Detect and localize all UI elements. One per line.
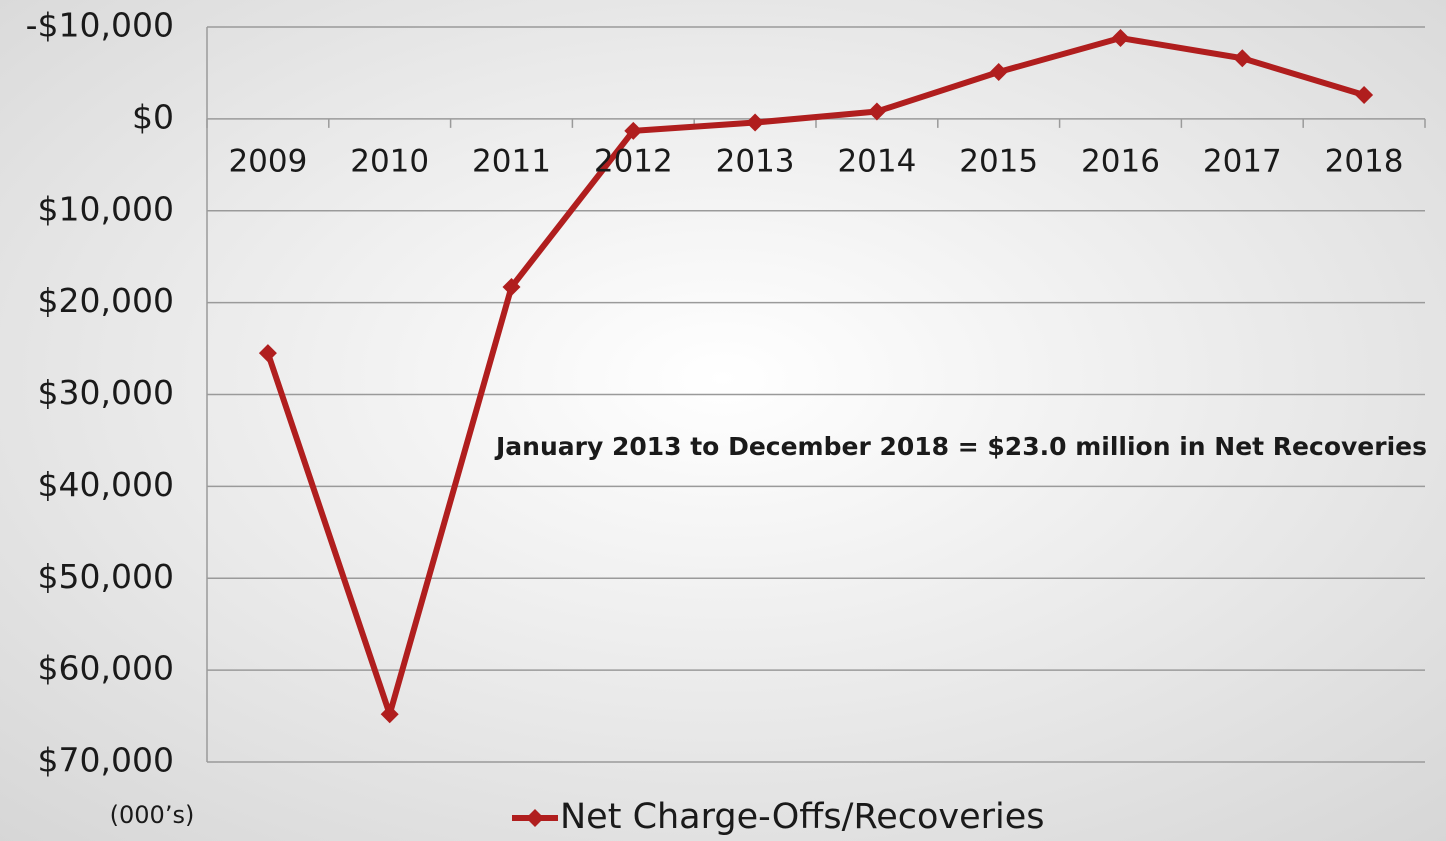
x-tick-label: 2010 <box>350 143 429 179</box>
point-marker <box>1355 85 1374 104</box>
x-tick-label: 2016 <box>1081 143 1160 179</box>
x-tick-label: 2011 <box>472 143 551 179</box>
y-tick-label: $50,000 <box>38 557 174 596</box>
x-tick-label: 2012 <box>594 143 673 179</box>
x-tick-label: 2014 <box>837 143 916 179</box>
x-tick-label: 2015 <box>959 143 1038 179</box>
y-tick-label: -$10,000 <box>26 6 174 45</box>
point-marker <box>1111 29 1130 48</box>
x-tick-label: 2017 <box>1203 143 1282 179</box>
y-tick-label: $30,000 <box>38 373 174 412</box>
y-tick-label: $20,000 <box>38 281 174 320</box>
point-marker <box>989 63 1008 82</box>
x-tick-label: 2009 <box>228 143 307 179</box>
annotation: January 2013 to December 2018 = $23.0 mi… <box>494 432 1427 461</box>
point-marker <box>624 121 643 140</box>
plot <box>258 29 1374 724</box>
y-tick-label: $10,000 <box>38 189 174 228</box>
point-marker <box>1233 49 1252 68</box>
point-marker <box>867 102 886 121</box>
y-tick-label: $40,000 <box>38 465 174 504</box>
point-marker <box>380 705 399 724</box>
x-tick-label: 2013 <box>716 143 795 179</box>
legend-label: Net Charge-Offs/Recoveries <box>560 797 1045 837</box>
legend-marker <box>526 809 544 827</box>
y-tick-label: $70,000 <box>38 741 174 780</box>
y-tick-label: $60,000 <box>38 649 174 688</box>
unit-label: (000’s) <box>110 801 195 829</box>
y-tick-label: $0 <box>132 97 174 136</box>
point-marker <box>746 113 765 132</box>
point-marker <box>502 278 521 297</box>
point-marker <box>258 344 277 363</box>
series-line <box>265 35 1365 718</box>
x-tick-label: 2018 <box>1325 143 1404 179</box>
